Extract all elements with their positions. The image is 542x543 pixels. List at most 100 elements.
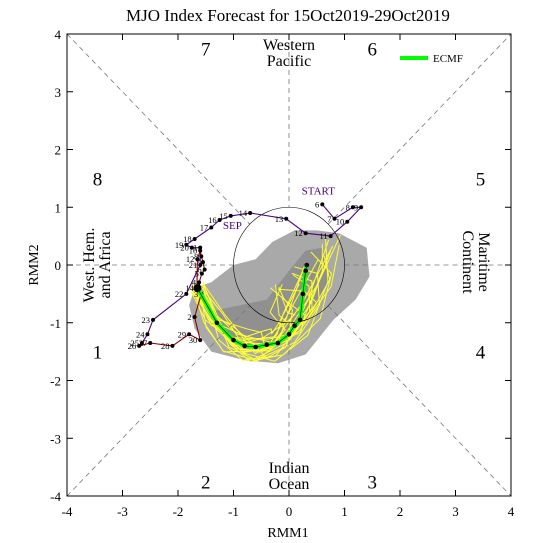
y-axis-label: RMM2 bbox=[27, 244, 42, 285]
ensemble-mean-point bbox=[193, 284, 202, 293]
observed-point-label: 8 bbox=[194, 251, 198, 261]
ensemble-mean-point bbox=[304, 262, 310, 268]
observed-point-label: 4 bbox=[192, 277, 197, 287]
observed-point bbox=[137, 343, 142, 348]
observed-point-label: 7 bbox=[196, 257, 200, 267]
observed-point-label: 30 bbox=[189, 335, 198, 345]
observed-point bbox=[187, 332, 192, 337]
phase-label: 6 bbox=[368, 39, 378, 60]
ensemble-mean-track bbox=[193, 262, 310, 350]
y-tick-label: -4 bbox=[50, 489, 61, 504]
observed-point-label: 2 bbox=[187, 312, 191, 322]
observed-point bbox=[198, 245, 203, 250]
observed-point bbox=[303, 231, 308, 236]
ensemble-mean-point bbox=[242, 343, 247, 349]
region-label-left: West. Hem. bbox=[81, 228, 98, 303]
chart-title: MJO Index Forecast for 15Oct2019-29Oct20… bbox=[126, 6, 450, 25]
region-label-bottom: Ocean bbox=[269, 476, 310, 493]
observed-point-label: 1 bbox=[193, 243, 197, 253]
ensemble-mean-point bbox=[300, 291, 306, 297]
phase-divider-line bbox=[327, 33, 512, 225]
observed-point-label: 24 bbox=[136, 329, 145, 339]
x-tick-label: 0 bbox=[286, 504, 293, 519]
ensemble-mean-point bbox=[231, 337, 236, 343]
observed-point-label: 28 bbox=[161, 341, 170, 351]
observed-point bbox=[170, 343, 175, 348]
observed-point-label: 22 bbox=[175, 289, 184, 299]
observed-point-label: 14 bbox=[185, 283, 194, 293]
month-annotation: SEP bbox=[223, 220, 242, 232]
legend-label-ecmf: ECMF bbox=[433, 53, 463, 65]
observed-point-label: 20 bbox=[180, 243, 189, 253]
x-tick-label: 3 bbox=[452, 504, 459, 519]
ensemble-member-line bbox=[191, 239, 330, 359]
observed-point bbox=[192, 237, 197, 242]
y-tick-label: -1 bbox=[50, 316, 61, 331]
x-axis-label: RMM1 bbox=[267, 526, 308, 541]
ensemble-mean-point bbox=[253, 344, 258, 350]
region-label-top: Western bbox=[263, 37, 315, 54]
region-label-right: Maritime bbox=[475, 232, 492, 292]
ensemble-mean-point bbox=[264, 342, 270, 347]
observed-point bbox=[228, 213, 233, 218]
region-label-bottom: Indian bbox=[269, 460, 310, 477]
observed-point-label: 23 bbox=[142, 315, 151, 325]
phase-label: 5 bbox=[476, 169, 486, 190]
observed-point bbox=[345, 219, 350, 224]
phase-label: 4 bbox=[476, 343, 486, 364]
observed-point bbox=[199, 271, 204, 276]
observed-point-label: 25 bbox=[130, 338, 139, 348]
observed-point-label: 19 bbox=[175, 240, 184, 250]
observed-point bbox=[332, 216, 337, 221]
ensemble-mean-point bbox=[214, 320, 220, 326]
ensemble-member-line bbox=[202, 245, 334, 355]
observed-point bbox=[195, 257, 200, 262]
observed-point-label: 9 bbox=[354, 202, 358, 212]
observed-point-label: 16 bbox=[208, 215, 217, 225]
phase-guides bbox=[66, 33, 512, 497]
observed-point bbox=[284, 216, 289, 221]
observed-point bbox=[217, 217, 222, 222]
observed-point-label: 15 bbox=[219, 211, 228, 221]
phase-divider-line bbox=[66, 33, 251, 225]
observed-point-label: 27 bbox=[139, 338, 148, 348]
observed-point-label: 17 bbox=[200, 222, 209, 232]
observed-point bbox=[320, 202, 325, 207]
observed-point bbox=[328, 234, 333, 239]
observed-point bbox=[198, 248, 203, 253]
phase-divider-line bbox=[66, 305, 251, 497]
x-tick-label: -3 bbox=[117, 504, 128, 519]
phase-label: 8 bbox=[93, 169, 103, 190]
observed-point bbox=[189, 245, 194, 250]
observed-point bbox=[197, 280, 202, 285]
ensemble-member-line bbox=[199, 283, 300, 338]
observed-point bbox=[202, 267, 207, 272]
y-tick-label: 3 bbox=[55, 85, 62, 100]
ensemble-mean-point bbox=[275, 340, 281, 346]
observed-point-label: 12 bbox=[294, 228, 303, 238]
observed-point-label: 6 bbox=[197, 265, 201, 275]
x-tick-label: 1 bbox=[341, 504, 348, 519]
observed-point-label: 13 bbox=[275, 214, 284, 224]
y-tick-label: -3 bbox=[50, 431, 61, 446]
observed-point bbox=[151, 317, 156, 322]
observed-point-label: 29 bbox=[178, 329, 187, 339]
observed-point-label: 8 bbox=[346, 202, 350, 212]
observed-point-label: 14 bbox=[239, 208, 248, 218]
observed-point-label: 21 bbox=[189, 260, 198, 270]
y-tick-label: -2 bbox=[50, 374, 61, 389]
x-tick-label: -4 bbox=[62, 504, 73, 519]
region-label-right: Continent bbox=[459, 230, 476, 294]
observed-point bbox=[199, 254, 204, 259]
legend: ECMF bbox=[400, 53, 463, 65]
observed-point-label: 6 bbox=[315, 199, 319, 209]
observed-point bbox=[200, 260, 205, 265]
observed-point-label: 12 bbox=[186, 254, 195, 264]
observed-point bbox=[145, 332, 150, 337]
ensemble-mean-point bbox=[303, 268, 308, 274]
x-tick-label: 2 bbox=[397, 504, 404, 519]
observed-point bbox=[248, 211, 253, 216]
